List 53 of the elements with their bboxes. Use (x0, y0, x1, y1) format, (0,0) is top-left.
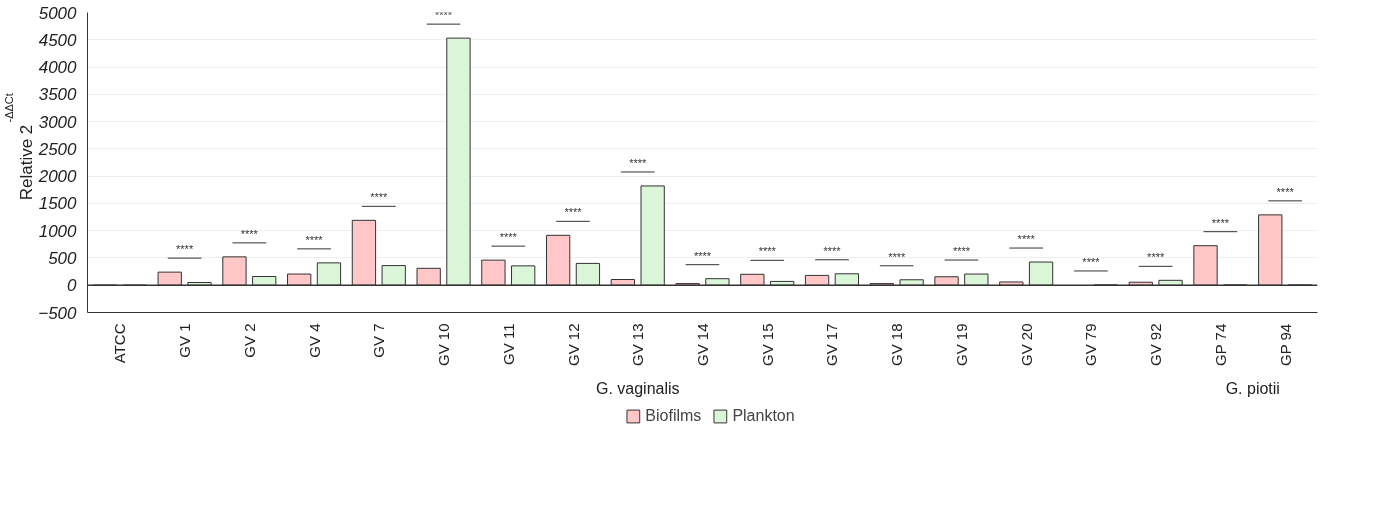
text: G. vaginalis (595, 379, 680, 397)
x-tick-label: GV 13 (629, 323, 647, 367)
annotation: **** (305, 233, 324, 246)
x-tick-label: GV 12 (564, 323, 582, 367)
x-tick-label: GV 1 (176, 323, 194, 358)
y-tick-label: 3500 (38, 85, 78, 105)
x-tick-label: GV 18 (888, 323, 906, 367)
y-tick-label: 2000 (37, 167, 78, 187)
x-tick-label: GV 2 (240, 323, 258, 358)
annotation: **** (629, 156, 648, 169)
annotation: **** (1147, 251, 1165, 264)
x-tick-label: GV 7 (370, 323, 388, 358)
x-tick-label: GV 92 (1147, 323, 1165, 367)
y-tick-label: 5000 (38, 3, 78, 23)
y-tick-label: 4000 (38, 58, 78, 78)
legend-label: Plankton (732, 407, 795, 425)
annotation: **** (1276, 185, 1295, 198)
y-tick-label: 4500 (38, 30, 78, 50)
x-tick-label: GV 79 (1082, 323, 1100, 367)
x-tick-label: GV 10 (435, 323, 453, 367)
x-tick-label: GP 94 (1276, 323, 1294, 367)
y-tick-label: 1000 (38, 221, 78, 241)
annotation: **** (693, 249, 712, 262)
annotation: **** (499, 231, 518, 244)
annotation: **** (952, 245, 971, 258)
x-tick-label: GV 11 (499, 323, 517, 365)
x-tick-label: GV 4 (305, 323, 323, 358)
y-tick-label: 500 (48, 248, 78, 268)
x-tick-label: GV 17 (823, 323, 841, 367)
x-tick-label: GV 19 (952, 323, 970, 367)
x-tick-label: ATCC (111, 323, 129, 364)
annotation: **** (1211, 216, 1230, 229)
annotation: **** (758, 245, 777, 258)
text: G. piotii (1225, 379, 1280, 397)
y-tick-label: −500 (38, 303, 78, 323)
annotation: **** (564, 206, 583, 219)
annotation: **** (176, 243, 194, 256)
legend-label: Biofilms (645, 407, 702, 425)
y-tick-label: 1500 (38, 194, 78, 214)
annotation: **** (823, 244, 842, 257)
annotation: **** (370, 191, 389, 204)
y-axis-title: Relative 2-ΔΔCt (2, 93, 36, 201)
x-tick-label: GP 74 (1211, 323, 1229, 367)
y-tick-label: 2500 (37, 139, 78, 159)
y-tick-label: 0 (67, 276, 78, 296)
x-tick-label: GV 15 (758, 323, 776, 367)
annotation: **** (888, 250, 906, 263)
annotation: **** (1017, 233, 1036, 246)
x-tick-label: GV 20 (1017, 323, 1035, 367)
annotation: **** (1082, 255, 1101, 268)
annotation: **** (240, 227, 259, 240)
y-tick-label: 3000 (38, 112, 78, 132)
x-tick-label: GV 14 (694, 323, 711, 367)
